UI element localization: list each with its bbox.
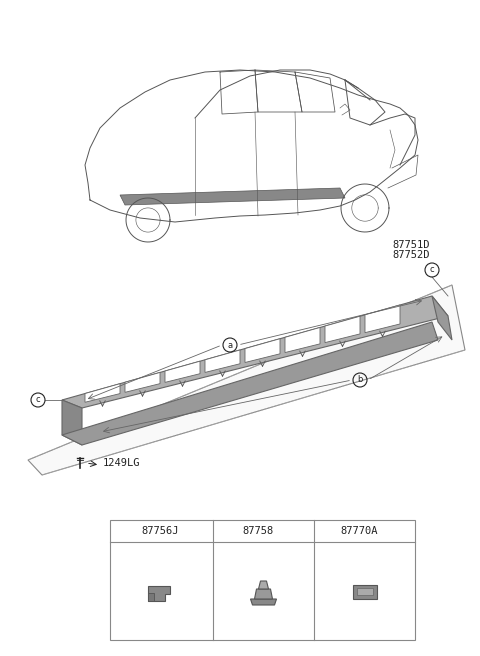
Polygon shape: [28, 285, 465, 475]
Polygon shape: [325, 316, 360, 342]
Text: b: b: [223, 527, 228, 535]
Text: 87756J: 87756J: [141, 526, 179, 536]
Polygon shape: [432, 296, 452, 340]
Polygon shape: [285, 327, 320, 352]
Polygon shape: [357, 588, 372, 595]
Text: 87751D: 87751D: [393, 240, 430, 250]
Text: c: c: [430, 266, 434, 274]
Polygon shape: [165, 361, 200, 382]
Polygon shape: [245, 338, 280, 363]
Text: b: b: [357, 375, 363, 384]
Text: 87770A: 87770A: [340, 526, 378, 536]
Text: a: a: [120, 527, 124, 535]
Polygon shape: [85, 384, 120, 402]
Polygon shape: [147, 586, 169, 601]
Polygon shape: [365, 305, 400, 333]
Polygon shape: [147, 593, 154, 601]
Text: 87758: 87758: [242, 526, 274, 536]
Polygon shape: [251, 599, 276, 605]
Polygon shape: [205, 350, 240, 373]
Bar: [110, 520, 415, 640]
Polygon shape: [62, 400, 82, 445]
Polygon shape: [62, 296, 448, 408]
Text: 87752D: 87752D: [393, 250, 430, 260]
Polygon shape: [125, 373, 160, 392]
Text: a: a: [228, 340, 233, 350]
Text: 1249LG: 1249LG: [103, 458, 141, 468]
Text: c: c: [36, 396, 40, 405]
Polygon shape: [254, 589, 273, 599]
Polygon shape: [62, 322, 438, 445]
Polygon shape: [259, 581, 268, 589]
Polygon shape: [352, 585, 376, 599]
Polygon shape: [120, 188, 345, 205]
Text: c: c: [324, 527, 328, 535]
